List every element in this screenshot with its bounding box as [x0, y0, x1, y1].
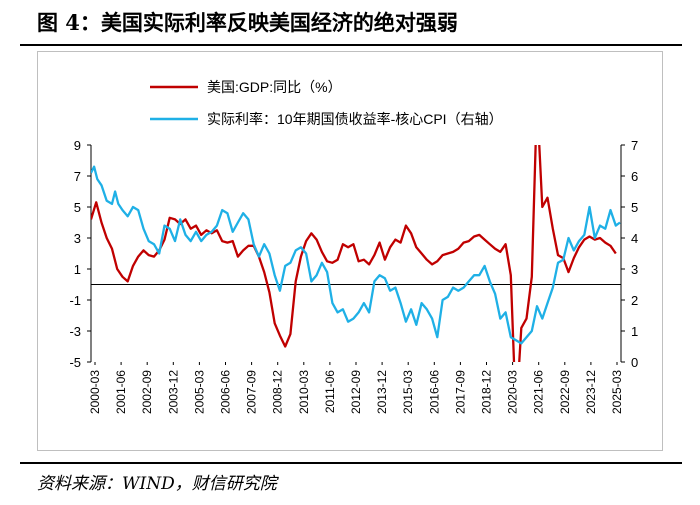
- left-y-tick-label: 7: [74, 169, 81, 184]
- x-tick-label: 2022-09: [558, 370, 572, 414]
- top-rule: [20, 44, 682, 46]
- right-y-tick-label: 5: [631, 200, 638, 215]
- real-rate-series-line: [91, 165, 621, 345]
- x-tick-label: 2013-12: [375, 370, 389, 414]
- right-y-tick-label: 0: [631, 355, 638, 370]
- right-y-tick-label: 1: [631, 324, 638, 339]
- x-tick-label: 2016-06: [427, 370, 441, 414]
- left-y-tick-label: 3: [74, 231, 81, 246]
- figure-title: 图 4：美国实际利率反映美国经济的绝对强弱: [37, 10, 458, 35]
- bottom-rule: [20, 462, 682, 464]
- chart-frame: [37, 51, 663, 451]
- x-tick-label: 2001-06: [114, 370, 128, 414]
- gdp-series-line: [91, 145, 617, 362]
- x-tick-label: 2007-09: [245, 370, 259, 414]
- x-tick-label: 2002-09: [140, 370, 154, 414]
- right-y-tick-label: 4: [631, 231, 638, 246]
- right-y-tick-label: 3: [631, 262, 638, 277]
- x-tick-label: 2005-03: [192, 370, 206, 414]
- legend-gdp-label: 美国:GDP:同比（%）: [207, 79, 342, 95]
- left-y-tick-label: 9: [74, 138, 81, 153]
- left-y-tick-label: -3: [69, 324, 81, 339]
- x-tick-label: 2017-09: [453, 370, 467, 414]
- x-tick-label: 2003-12: [166, 370, 180, 414]
- x-tick-label: 2020-03: [506, 370, 520, 414]
- left-y-tick-label: 5: [74, 200, 81, 215]
- right-y-tick-label: 6: [631, 169, 638, 184]
- x-tick-label: 2012-09: [349, 370, 363, 414]
- source-note: 资料来源：WIND，财信研究院: [37, 474, 277, 494]
- x-tick-label: 2006-06: [219, 370, 233, 414]
- x-tick-label: 2018-12: [480, 370, 494, 414]
- left-y-tick-label: -5: [69, 355, 81, 370]
- x-tick-label: 2023-12: [584, 370, 598, 414]
- legend-real-rate-label: 实际利率：10年期国债收益率-核心CPI（右轴）: [207, 111, 503, 127]
- right-y-tick-label: 7: [631, 138, 638, 153]
- x-tick-label: 2008-12: [271, 370, 285, 414]
- x-tick-label: 2021-06: [532, 370, 546, 414]
- x-tick-label: 2025-03: [610, 370, 624, 414]
- x-tick-label: 2000-03: [88, 370, 102, 414]
- right-y-tick-label: 2: [631, 293, 638, 308]
- x-tick-label: 2011-06: [323, 370, 337, 413]
- x-tick-label: 2015-03: [401, 370, 415, 414]
- left-y-tick-label: 1: [74, 262, 81, 277]
- left-y-tick-label: -1: [69, 293, 81, 308]
- x-tick-label: 2010-03: [297, 370, 311, 414]
